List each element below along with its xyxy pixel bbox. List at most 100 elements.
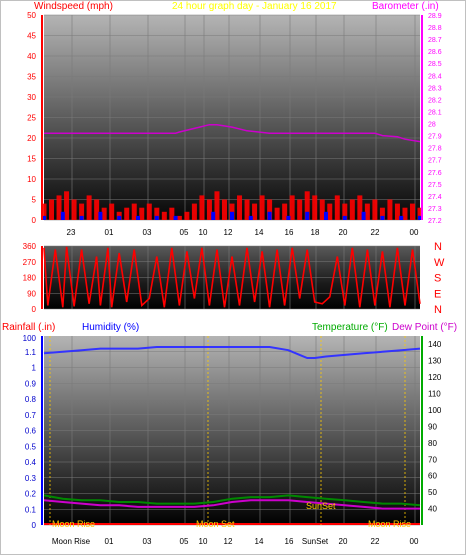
wind-gust-bar xyxy=(364,203,370,220)
wind-average-bar xyxy=(79,215,84,220)
windspeed-tick-label: 15 xyxy=(27,155,36,164)
time-tick-label: 22 xyxy=(371,537,380,546)
wind-average-bar xyxy=(117,215,122,220)
rainfall-tick-label: 0.2 xyxy=(25,490,37,499)
time-tick-label: Moon Rise xyxy=(52,537,91,546)
wind-gust-bar xyxy=(372,199,378,220)
wind-gust-bar xyxy=(274,207,280,220)
windspeed-tick-label: 35 xyxy=(27,73,36,82)
wind-average-bar xyxy=(98,211,103,220)
axes xyxy=(41,15,423,525)
wind-gust-bar xyxy=(41,203,47,220)
time-tick-label: 00 xyxy=(410,537,419,546)
wind-average-bar xyxy=(60,211,65,220)
wind-gust-bar xyxy=(402,207,408,220)
wind-gust-bar xyxy=(237,195,243,220)
time-tick-label: 12 xyxy=(224,537,233,546)
temperature-tick-label: 70 xyxy=(428,455,437,464)
wind-gust-bar xyxy=(327,203,333,220)
rainfall-tick-label: 0.6 xyxy=(25,427,37,436)
wind-average-bar xyxy=(418,215,422,220)
time-tick-label: 10 xyxy=(199,537,208,546)
wind-gust-bar xyxy=(79,203,85,220)
wind-average-bar xyxy=(380,215,385,220)
wind-gust-bar xyxy=(244,199,250,220)
rainfall-tick-label: 0.5 xyxy=(25,442,37,451)
direction-tick-label: 180 xyxy=(23,274,37,283)
temperature-tick-label: 100 xyxy=(428,406,442,415)
time-tick-label: 01 xyxy=(105,228,114,237)
wind-average-bar xyxy=(136,215,140,220)
graph-title: 24 hour graph day - January 16 2017 xyxy=(172,1,337,12)
wind-average-bar xyxy=(305,211,310,220)
wind-gust-bar xyxy=(417,207,423,220)
time-tick-label: 20 xyxy=(339,537,348,546)
wind-gust-bar xyxy=(289,195,295,220)
rainfall-tick-label: 1.1 xyxy=(25,348,37,357)
direction-tick-label: 90 xyxy=(27,289,36,298)
rainfall-tick-label: 0.1 xyxy=(25,505,37,514)
wind-average-bar xyxy=(248,215,253,220)
time-tick-label: 03 xyxy=(143,537,152,546)
wind-average-bar xyxy=(324,211,328,220)
wind-gust-bar xyxy=(199,195,205,220)
compass-label: E xyxy=(434,288,441,300)
wind-gust-bar xyxy=(169,207,175,220)
time-tick-label: 12 xyxy=(224,228,233,237)
dewpoint-axis-title: Dew Point (°F) xyxy=(392,322,457,333)
moon-rise-annotation-left: Moon Rise xyxy=(52,519,95,529)
direction-tick-label: 270 xyxy=(23,258,37,267)
wind-gust-bar xyxy=(267,199,273,220)
barometer-tick-label: 27.3 xyxy=(428,206,442,213)
wind-gust-bar xyxy=(161,211,167,220)
time-tick-label: 20 xyxy=(339,228,348,237)
temperature-tick-label: 130 xyxy=(428,357,442,366)
time-tick-label: SunSet xyxy=(302,537,329,546)
wind-average-bar xyxy=(267,211,272,220)
humidity-line xyxy=(43,346,421,359)
time-tick-label: 18 xyxy=(311,228,320,237)
wind-average-bar xyxy=(286,215,291,220)
temperature-tick-label: 120 xyxy=(428,373,442,382)
rainfall-tick-label: 0 xyxy=(32,521,37,530)
rainfall-tick-label: 0.3 xyxy=(25,474,37,483)
rainfall-tick-label: 0.8 xyxy=(25,395,37,404)
wind-gust-bar xyxy=(357,195,363,220)
time-tick-label: 01 xyxy=(105,537,114,546)
wind-average-bar xyxy=(154,215,159,220)
barometer-tick-label: 27.4 xyxy=(428,194,442,201)
wind-average-bar xyxy=(211,211,216,220)
wind-gust-bar xyxy=(64,191,70,220)
time-tick-label: 16 xyxy=(285,228,294,237)
rainfall-tick-label: 0.9 xyxy=(25,379,37,388)
temperature-line xyxy=(43,494,421,507)
wind-average-bar xyxy=(342,215,347,220)
barometer-tick-label: 28.4 xyxy=(428,73,442,80)
wind-gust-bar xyxy=(394,203,400,220)
time-tick-label: 05 xyxy=(180,228,189,237)
time-tick-label: 05 xyxy=(180,537,189,546)
barometer-tick-label: 28 xyxy=(428,122,436,129)
time-tick-label: 14 xyxy=(255,228,264,237)
wind-gust-bar xyxy=(387,199,393,220)
barometer-tick-label: 27.7 xyxy=(428,158,442,165)
windspeed-axis-title: Windspeed (mph) xyxy=(34,1,113,12)
wind-gust-bar xyxy=(252,203,258,220)
compass-label: S xyxy=(434,273,441,285)
temperature-tick-label: 140 xyxy=(428,340,442,349)
wind-gust-bar xyxy=(349,199,355,220)
wind-gust-bar xyxy=(282,203,288,220)
time-tick-label: 23 xyxy=(67,228,76,237)
wind-average-bar xyxy=(399,215,404,220)
rainfall-tick-label: 1 xyxy=(32,364,37,373)
time-tick-label: 16 xyxy=(285,537,294,546)
wind-average-bar xyxy=(361,211,366,220)
wind-gust-bar xyxy=(49,199,55,220)
wind-gust-bar xyxy=(101,207,107,220)
wind-average-bar xyxy=(42,215,46,220)
windspeed-tick-label: 40 xyxy=(27,52,36,61)
wind-gust-bar xyxy=(221,199,227,220)
barometer-tick-label: 28.7 xyxy=(428,37,442,44)
barometer-tick-label: 27.2 xyxy=(428,218,442,225)
